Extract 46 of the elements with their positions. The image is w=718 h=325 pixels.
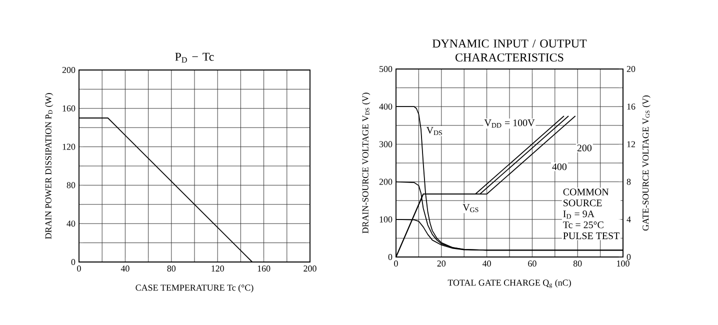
y2-tick-label: 16 [627, 104, 636, 110]
y-tick-label: 40 [66, 220, 76, 227]
y-axis-title: DRAIN-SOURCE VOLTAGE V$_{DS}$ (V) [362, 92, 370, 234]
y2-axis-title: GATE-SOURCE VOLTAGE V$_{GS}$ (V) [642, 95, 650, 231]
annotation: PULSE TEST [563, 232, 620, 240]
y-tick-label: 100 [380, 216, 392, 222]
chart-title: P$_{D}$ − Tc [175, 52, 214, 62]
x-tick-label: 60 [528, 260, 536, 267]
x-tick-label: 20 [437, 260, 446, 267]
y2-tick-label: 8 [626, 178, 631, 185]
x-axis-title: CASE TEMPERATURE Tc (°C) [136, 284, 254, 293]
y-tick-label: 300 [379, 141, 392, 148]
y2-tick-label: 12 [627, 141, 635, 148]
x-tick-label: 0 [77, 266, 81, 272]
x-tick-label: 200 [304, 266, 316, 272]
annotation: COMMON [563, 188, 609, 196]
y-tick-label: 200 [62, 66, 76, 74]
x-tick-label: 80 [573, 260, 582, 267]
annotation: 400 [552, 163, 567, 170]
y2-tick-label: 20 [626, 66, 636, 72]
x-tick-label: 40 [120, 266, 130, 272]
y-tick-label: 400 [379, 104, 392, 110]
annotation: V$_{GS}$ [462, 204, 478, 212]
annotation: I$_{D}$ = 9A [563, 210, 594, 219]
y-tick-label: 80 [66, 182, 76, 188]
y-tick-label: 120 [62, 144, 76, 150]
y-tick-label: 500 [380, 66, 392, 72]
annotation: V$_{DS}$ [426, 126, 442, 136]
y-tick-label: 200 [379, 178, 392, 185]
x-tick-label: 160 [258, 266, 270, 272]
annotation: V$_{DD}$ = 100V [484, 119, 535, 128]
annotation: 200 [577, 144, 592, 152]
y-tick-label: 0 [388, 254, 392, 260]
y-tick-label: 160 [62, 105, 76, 112]
annotation: Tc = 25°C [563, 221, 604, 228]
x-tick-label: 40 [482, 260, 491, 267]
x-tick-label: 120 [212, 266, 224, 272]
x-axis-title: TOTAL GATE CHARGE Q$_{g}$ (nC) [448, 279, 571, 288]
x-tick-label: 0 [394, 260, 398, 267]
y2-tick-label: 4 [626, 216, 631, 222]
chart-title: DYNAMIC INPUT / OUTPUT CHARACTERISTICS [432, 40, 587, 62]
x-tick-label: 100 [617, 260, 630, 267]
y-axis-title: DRAIN POWER DISSIPATION P$_{D}$ (W) [45, 93, 54, 239]
x-tick-label: 80 [167, 266, 176, 272]
y2-tick-label: 0 [626, 254, 631, 260]
annotation: SOURCE [564, 200, 602, 206]
